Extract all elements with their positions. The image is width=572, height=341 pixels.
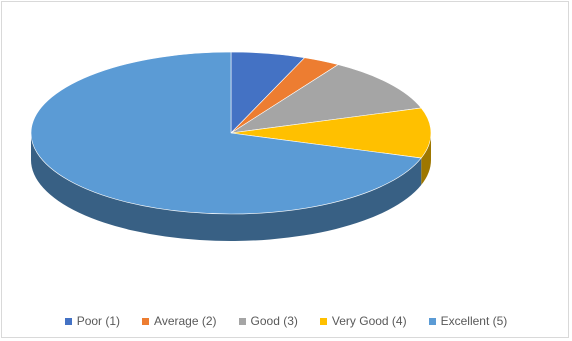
legend-item-0: Poor (1) [64, 314, 121, 328]
legend-label-3: Very Good (4) [331, 314, 407, 328]
pie-slice-side-4 [31, 133, 422, 241]
legend-item-3: Very Good (4) [319, 314, 407, 328]
legend-swatch-0 [64, 317, 72, 325]
legend-label-4: Excellent (5) [440, 314, 508, 328]
legend-label-0: Poor (1) [76, 314, 121, 328]
pie-slice-4 [30, 51, 422, 215]
legend-item-2: Good (3) [238, 314, 298, 328]
legend-item-1: Average (2) [142, 314, 217, 328]
legend-swatch-3 [319, 317, 327, 325]
legend-swatch-4 [428, 317, 436, 325]
legend-label-2: Good (3) [250, 314, 298, 328]
legend-swatch-2 [238, 317, 246, 325]
legend-label-1: Average (2) [154, 314, 217, 328]
pie-chart [30, 51, 432, 241]
legend-item-4: Excellent (5) [428, 314, 508, 328]
legend-swatch-1 [142, 317, 150, 325]
legend: Poor (1) Average (2) Good (3) Very Good (4)… [2, 314, 570, 328]
pie-slice-2 [230, 64, 422, 134]
pie-slice-3 [230, 107, 432, 159]
